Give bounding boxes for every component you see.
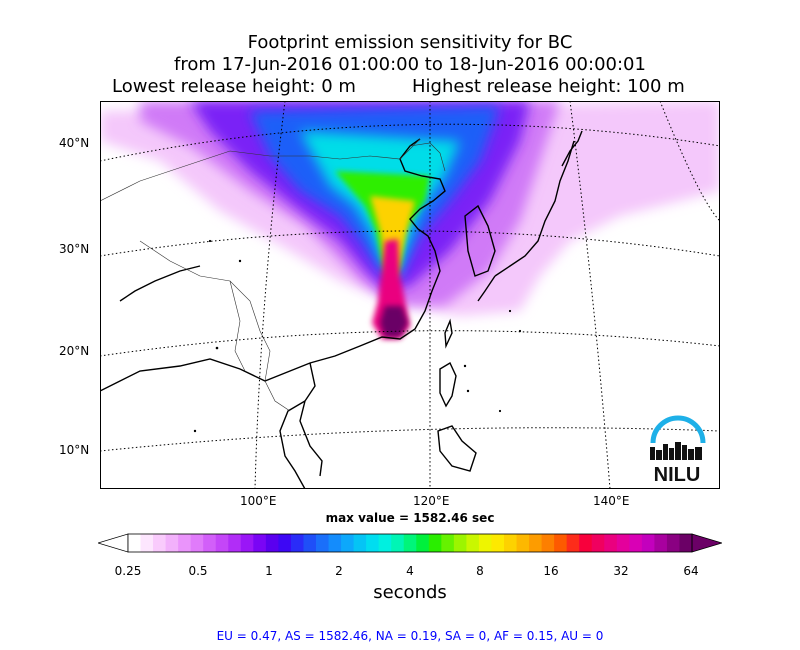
nilu-logo: NILU <box>650 415 706 486</box>
max-value-label: max value = 1582.46 sec <box>325 511 495 525</box>
title-line-1: Footprint emission sensitivity for BC <box>247 32 573 53</box>
lat-label-20n: 20°N <box>59 344 90 358</box>
colorbar-tick-5: 8 <box>476 564 484 578</box>
colorbar-cell <box>491 534 505 552</box>
logo-text: NILU <box>654 464 701 486</box>
lat-label-40n: 40°N <box>59 136 90 150</box>
plume-very-high <box>370 196 415 281</box>
colorbar-cell <box>428 534 442 552</box>
colorbar-tick-7: 32 <box>613 564 629 578</box>
colorbar-high-extend <box>691 533 722 553</box>
colorbar-cell <box>504 534 518 552</box>
highest-release-height: Highest release height: 100 m <box>412 76 685 97</box>
country-borders <box>100 138 446 412</box>
colorbar-cell <box>290 534 304 552</box>
colorbar-cell <box>554 534 568 552</box>
lon-label-100e: 100°E <box>240 494 277 508</box>
colorbar-unit-label: seconds <box>373 582 447 603</box>
colorbar-cell <box>529 534 543 552</box>
colorbar-cell <box>341 534 355 552</box>
lowest-release-height: Lowest release height: 0 m <box>112 76 356 97</box>
title-line-2: from 17-Jun-2016 01:00:00 to 18-Jun-2016… <box>174 54 646 75</box>
colorbar-cell <box>215 534 229 552</box>
logo-arc <box>650 415 706 444</box>
colorbar-cell <box>641 534 655 552</box>
colorbar-cell <box>679 534 693 552</box>
lat-label-10n: 10°N <box>59 443 90 457</box>
colorbar-cell <box>165 534 179 552</box>
colorbar-cell <box>591 534 605 552</box>
colorbar-tick-6: 16 <box>543 564 559 578</box>
colorbar-cell <box>604 534 618 552</box>
colorbar-cell <box>516 534 530 552</box>
colorbar-cell <box>240 534 254 552</box>
colorbar-cell <box>416 534 430 552</box>
colorbar-cell <box>391 534 405 552</box>
colorbar-cell <box>629 534 643 552</box>
colorbar-tick-8: 64 <box>683 564 699 578</box>
colorbar-cell <box>128 534 142 552</box>
colorbar-cell <box>353 534 367 552</box>
colorbar-tick-0: 0.25 <box>114 564 142 578</box>
colorbar-cell <box>253 534 267 552</box>
colorbar-cell <box>378 534 392 552</box>
colorbar-cell <box>366 534 380 552</box>
colorbar-cell <box>566 534 580 552</box>
plume-layers <box>100 101 720 339</box>
lon-label-120e: 120°E <box>413 494 450 508</box>
colorbar-cell <box>140 534 154 552</box>
colorbar-cell <box>541 534 555 552</box>
colorbar-cell <box>579 534 593 552</box>
colorbar-cells <box>128 534 693 552</box>
coastlines <box>100 130 583 489</box>
colorbar-tick-2: 1 <box>265 564 273 578</box>
colorbar-cell <box>666 534 680 552</box>
footprint-map: NILU <box>100 101 720 489</box>
colorbar-cell <box>616 534 630 552</box>
colorbar-cell <box>466 534 480 552</box>
colorbar-cell <box>441 534 455 552</box>
colorbar-tick-4: 4 <box>406 564 414 578</box>
colorbar-cell <box>278 534 292 552</box>
colorbar-cell <box>228 534 242 552</box>
colorbar-cell <box>178 534 192 552</box>
colorbar <box>98 533 722 553</box>
lon-label-140e: 140°E <box>593 494 630 508</box>
colorbar-cell <box>478 534 492 552</box>
colorbar-cell <box>190 534 204 552</box>
lat-label-30n: 30°N <box>59 242 90 256</box>
colorbar-cell <box>453 534 467 552</box>
islands <box>193 239 522 433</box>
plume-peak-core <box>380 306 408 337</box>
logo-skyline <box>650 442 702 460</box>
colorbar-cell <box>654 534 668 552</box>
colorbar-cell <box>153 534 167 552</box>
colorbar-cell <box>403 534 417 552</box>
colorbar-tick-1: 0.5 <box>188 564 208 578</box>
colorbar-low-extend <box>98 533 129 553</box>
colorbar-cell <box>316 534 330 552</box>
graticule <box>100 101 720 489</box>
colorbar-cell <box>303 534 317 552</box>
colorbar-tick-3: 2 <box>335 564 343 578</box>
colorbar-cell <box>328 534 342 552</box>
colorbar-cell <box>265 534 279 552</box>
colorbar-cell <box>203 534 217 552</box>
region-statistics: EU = 0.47, AS = 1582.46, NA = 0.19, SA =… <box>216 629 604 643</box>
